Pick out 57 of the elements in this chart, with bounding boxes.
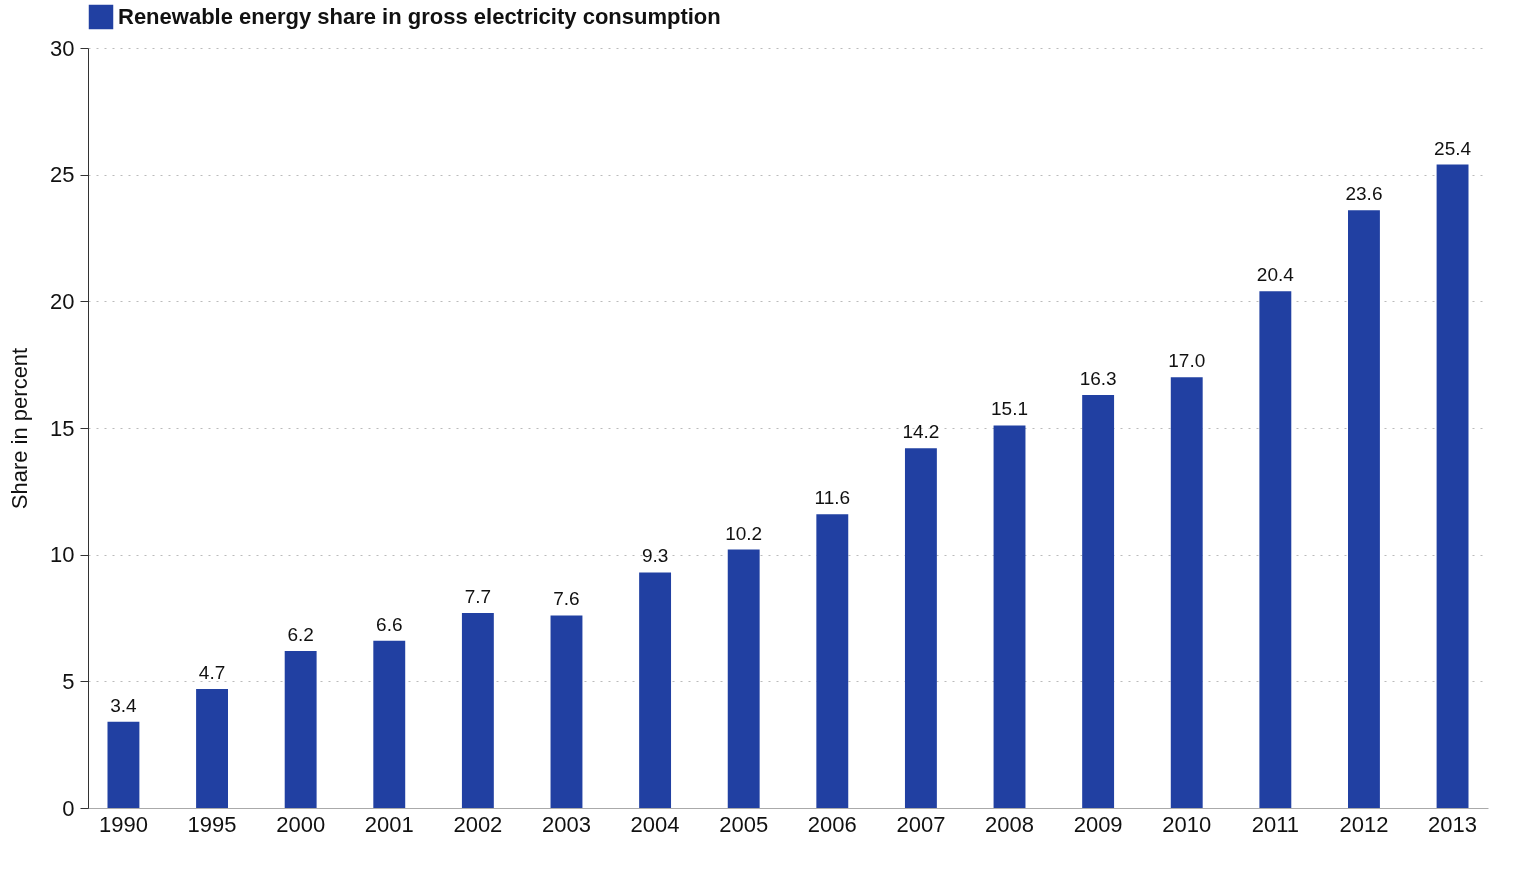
data-label: 17.0 [1168, 350, 1206, 372]
bar [461, 612, 494, 808]
y-tick-label: 10 [50, 542, 75, 568]
x-tick-label: 2006 [807, 811, 857, 837]
data-label: 10.2 [725, 522, 763, 544]
x-tick-label: 2011 [1251, 811, 1299, 837]
x-tick-label: 2007 [896, 811, 946, 837]
legend-label: Renewable energy share in gross electricity consumption [118, 4, 721, 29]
x-tick-label: 1990 [98, 811, 148, 837]
y-tick-label: 15 [50, 415, 75, 441]
bar [1170, 377, 1203, 808]
data-label: 4.7 [198, 661, 226, 683]
bar [373, 640, 406, 808]
bar [196, 688, 228, 808]
x-tick-label: 2010 [1162, 811, 1212, 837]
y-tick-label: 30 [50, 35, 75, 61]
bar [1348, 210, 1380, 808]
x-tick-label: 2008 [985, 811, 1034, 837]
data-label: 11.6 [814, 487, 851, 509]
y-tick-label: 5 [62, 668, 75, 694]
data-label: 3.4 [110, 694, 138, 716]
data-label: 14.2 [902, 421, 940, 443]
bar [639, 572, 672, 808]
x-tick-label: 2013 [1428, 811, 1478, 837]
x-tick-label: 2009 [1073, 811, 1123, 837]
bar [993, 425, 1026, 808]
x-tick-label: 2003 [542, 811, 591, 837]
bar [727, 549, 760, 808]
data-label: 6.6 [376, 613, 403, 635]
data-label: 9.3 [641, 545, 669, 567]
bar [284, 650, 317, 808]
data-label: 25.4 [1434, 137, 1472, 159]
x-tick-label: 2004 [630, 811, 680, 837]
bar [904, 448, 937, 808]
bar [1082, 395, 1115, 808]
y-tick-label: 25 [50, 162, 75, 188]
data-label: 20.4 [1256, 264, 1295, 286]
y-tick-label: 20 [50, 288, 75, 314]
data-label: 16.3 [1079, 368, 1117, 390]
bar [816, 514, 849, 808]
y-axis-title: Share in percent [7, 347, 33, 510]
data-label: 23.6 [1345, 183, 1383, 205]
x-tick-label: 2002 [453, 811, 503, 837]
bar [107, 721, 140, 808]
x-tick-label: 2005 [719, 811, 769, 837]
bar [1259, 291, 1292, 808]
x-tick-label: 2000 [276, 811, 326, 837]
data-label: 15.1 [991, 398, 1029, 420]
bar [550, 615, 583, 808]
x-tick-label: 2012 [1339, 811, 1389, 837]
bar [1436, 164, 1469, 808]
data-label: 7.6 [553, 588, 580, 610]
x-tick-label: 1995 [187, 811, 237, 837]
data-label: 7.7 [464, 585, 492, 607]
data-label: 6.2 [287, 623, 314, 645]
x-tick-label: 2001 [364, 811, 414, 837]
y-tick-label: 0 [62, 795, 75, 821]
